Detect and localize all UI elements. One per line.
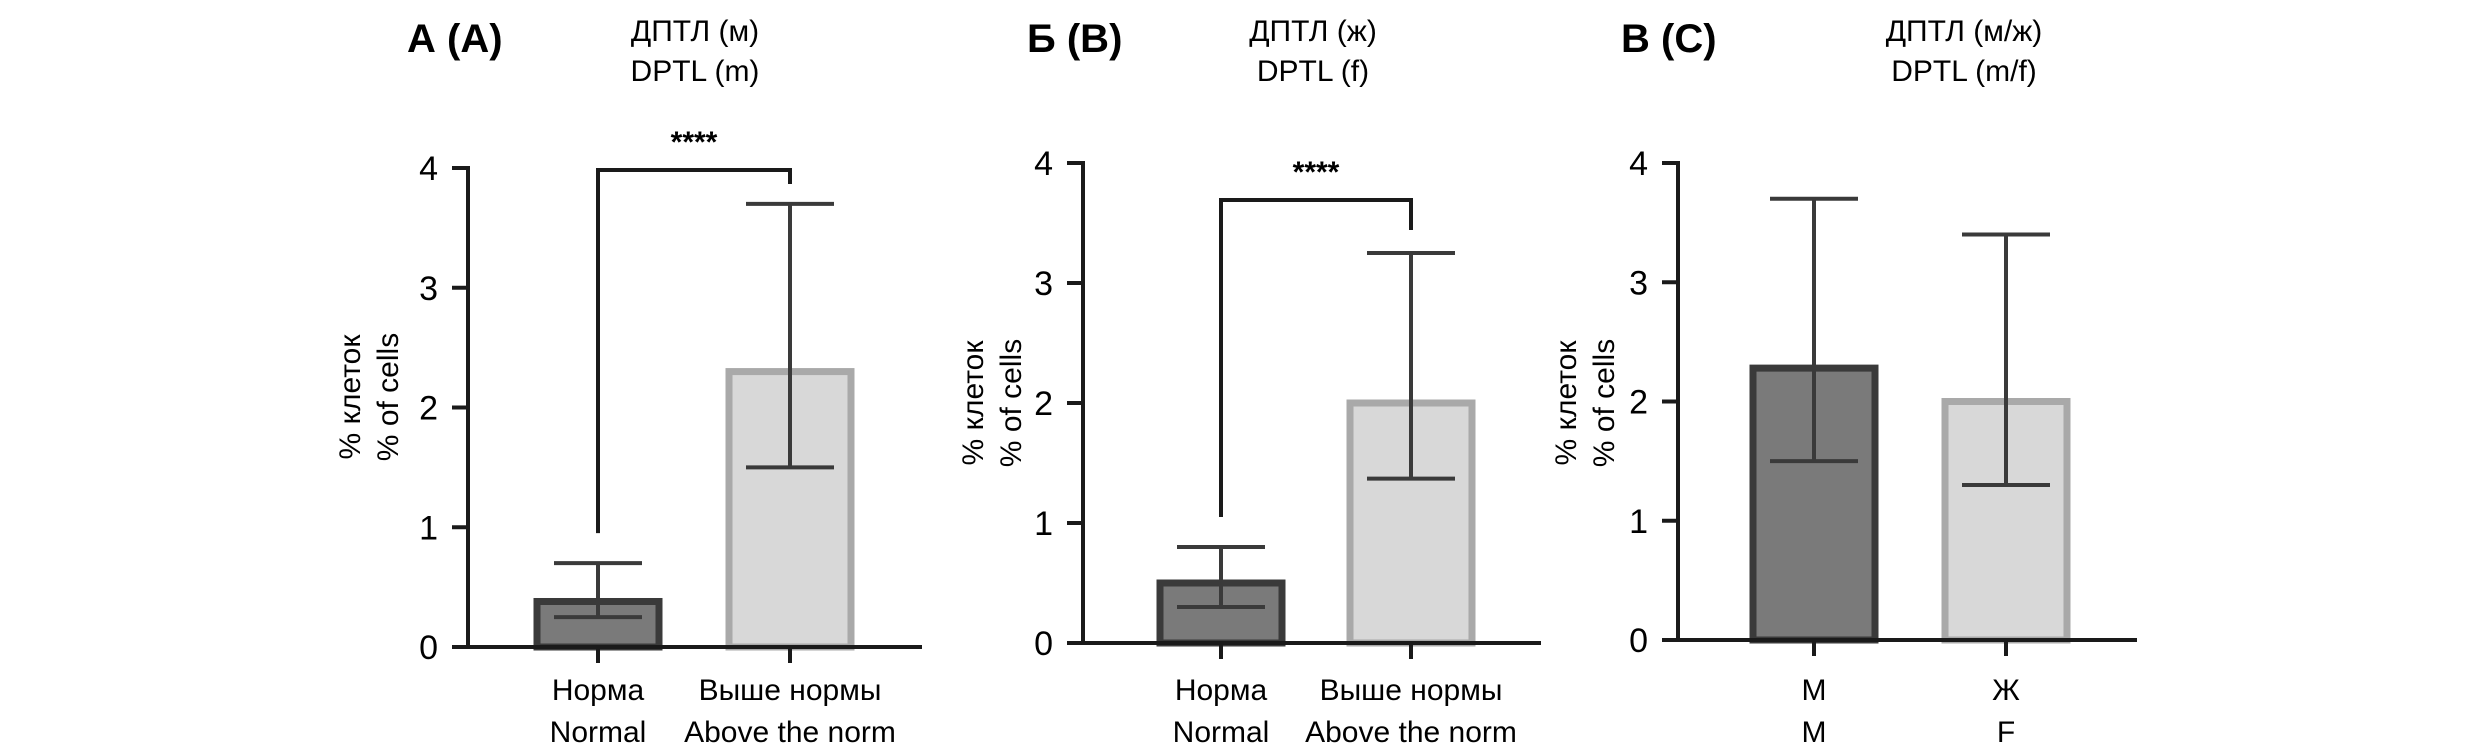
- panel-label: А (A): [407, 17, 503, 61]
- panel-title-line: DPTL (m): [631, 55, 760, 88]
- x-tick-label: Above the norm: [1305, 716, 1517, 749]
- significance-bracket: [596, 168, 792, 534]
- y-tick-label: 0: [419, 629, 438, 667]
- panel-title-line: DPTL (f): [1257, 55, 1369, 88]
- chart-panel-2: Б (B) ДПТЛ (ж) DPTL (f) 0 1 2 3 4 Норма Normal Выш…: [957, 15, 1541, 749]
- x-tick-label: Выше нормы: [699, 674, 882, 707]
- y-tick-label: 3: [419, 270, 438, 308]
- y-tick-label: 1: [419, 509, 438, 547]
- panel-title-line: ДПТЛ (ж): [1249, 15, 1377, 48]
- y-axis-label-line: % of cells: [1588, 339, 1621, 467]
- significance-label: ****: [671, 126, 718, 159]
- x-tick-label: Норма: [1175, 674, 1268, 707]
- x-tick-label: Норма: [552, 674, 645, 707]
- x-tick-label: Normal: [1173, 716, 1270, 749]
- x-tick-label: Выше нормы: [1320, 674, 1503, 707]
- y-tick-label: 3: [1629, 264, 1648, 302]
- x-tick-label: M: [1802, 716, 1827, 749]
- panel-title-line: ДПТЛ (м): [631, 15, 759, 48]
- y-axis-label-line: % клеток: [1550, 340, 1583, 466]
- y-axis-label: % клеток% of cells: [1550, 339, 1621, 467]
- y-tick-label: 0: [1629, 622, 1648, 660]
- x-tick-label: Above the norm: [684, 716, 896, 749]
- y-tick-label: 0: [1034, 625, 1053, 663]
- x-tick-label: Normal: [550, 716, 647, 749]
- chart-panel-1: А (A) ДПТЛ (м) DPTL (m) 0 1 2 3 4 Норма Normal Выш…: [334, 15, 922, 749]
- panel-label: Б (B): [1027, 17, 1122, 61]
- y-tick-label: 1: [1629, 503, 1648, 541]
- y-tick-label: 1: [1034, 505, 1053, 543]
- significance-label: ****: [1293, 156, 1340, 189]
- y-tick-label: 3: [1034, 265, 1053, 303]
- panel-label: В (C): [1621, 17, 1717, 61]
- chart-panel-3: В (C) ДПТЛ (м/ж) DPTL (m/f) 0 1 2 3 4 МM ЖF % клет…: [1550, 15, 2137, 749]
- y-tick-label: 2: [1034, 385, 1053, 423]
- panel-title-line: ДПТЛ (м/ж): [1886, 15, 2043, 48]
- y-tick-label: 2: [1629, 384, 1648, 422]
- x-tick-label: М: [1802, 674, 1827, 707]
- y-axis-label: % клеток% of cells: [957, 339, 1028, 467]
- x-tick-label: Ж: [1992, 674, 2020, 707]
- y-tick-label: 4: [1629, 145, 1648, 183]
- panel-title-line: DPTL (m/f): [1891, 55, 2037, 88]
- y-axis-label-line: % клеток: [957, 340, 990, 466]
- y-tick-label: 4: [419, 150, 438, 188]
- y-axis-label-line: % of cells: [372, 333, 405, 461]
- y-axis-label-line: % клеток: [334, 334, 367, 460]
- y-tick-label: 2: [419, 390, 438, 428]
- y-tick-label: 4: [1034, 145, 1053, 183]
- y-axis-label: % клеток% of cells: [334, 333, 405, 461]
- significance-bracket: [1219, 198, 1413, 517]
- y-axis-label-line: % of cells: [995, 339, 1028, 467]
- x-tick-label: F: [1997, 716, 2015, 749]
